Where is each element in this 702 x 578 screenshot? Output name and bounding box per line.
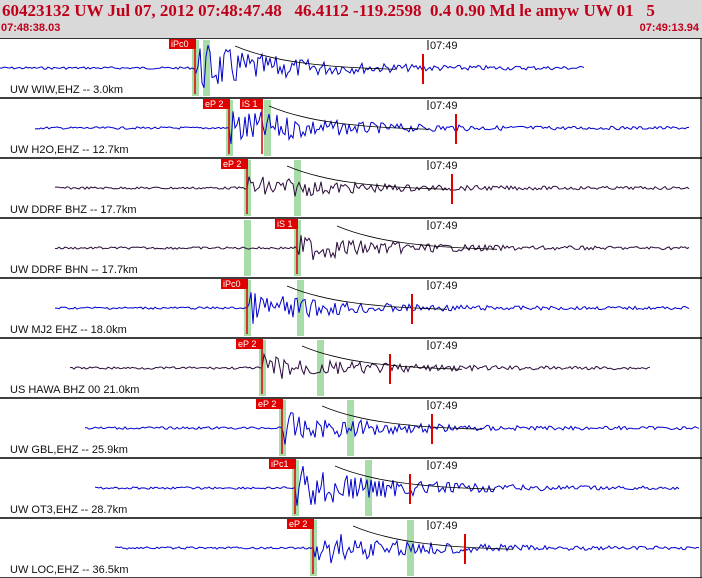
p-pick-tag[interactable]: [287, 519, 314, 529]
end-time: 07:49:13.94: [639, 22, 699, 34]
waveform: [85, 411, 700, 445]
event-title: 60423132 UW Jul 07, 2012 07:48:47.48 46.…: [2, 1, 655, 20]
minute-label: 07:49: [430, 40, 458, 52]
waveform: [55, 176, 690, 197]
waveform: [54, 235, 690, 261]
coda-curve: [336, 225, 498, 250]
p-pick-tag[interactable]: [203, 99, 230, 109]
coda-curve: [352, 525, 514, 550]
coda-curve: [301, 345, 463, 370]
pick-window: [365, 460, 372, 516]
waveform: [94, 465, 680, 506]
coda-curve: [321, 405, 483, 430]
seismogram-plot[interactable]: 07:49 iPc0 UW WIW,EHZ -- 3.0km 07:49 eP 2 iS …: [0, 38, 702, 578]
p-pick-label: eP 2: [223, 159, 241, 169]
trace-panel[interactable]: 07:49 eP 2 iS 1 UW H2O,EHZ -- 12.7km: [0, 99, 702, 159]
p-pick-tag[interactable]: [221, 279, 248, 289]
station-label: UW OT3,EHZ -- 28.7km: [10, 504, 127, 516]
minute-label: 07:49: [430, 460, 458, 472]
s-pick-label: iS 1: [242, 99, 258, 109]
station-label: UW MJ2 EHZ -- 18.0km: [10, 324, 127, 336]
trace-panel[interactable]: 07:49 iPc0 UW MJ2 EHZ -- 18.0km: [0, 279, 702, 339]
minute-label: 07:49: [430, 520, 458, 532]
p-pick-label: eP 2: [205, 99, 223, 109]
trace-panel[interactable]: 07:49 eP 2 UW GBL,EHZ -- 25.9km: [0, 399, 702, 459]
p-pick-label: eP 2: [238, 339, 256, 349]
coda-curve: [234, 45, 396, 70]
pick-window: [244, 220, 251, 276]
trace-panel[interactable]: 07:49 eP 2 UW LOC,EHZ -- 36.5km: [0, 519, 702, 578]
pick-window: [297, 280, 304, 336]
p-pick-label: eP 2: [289, 519, 307, 529]
p-pick-tag[interactable]: [169, 39, 196, 49]
minute-label: 07:49: [430, 220, 458, 232]
p-pick-label: iPc0: [171, 39, 189, 49]
coda-curve: [268, 105, 430, 130]
minute-label: 07:49: [430, 280, 458, 292]
station-label: UW GBL,EHZ -- 25.9km: [10, 444, 128, 456]
pick-window: [407, 520, 414, 576]
station-label: UW DDRF BHN -- 17.7km: [10, 264, 138, 276]
start-time: 07:48:38.03: [1, 22, 61, 34]
minute-label: 07:49: [430, 160, 458, 172]
waveform: [34, 111, 690, 144]
waveform: [114, 534, 700, 564]
p-pick-label: iPc1: [271, 459, 289, 469]
p-pick-tag[interactable]: [269, 459, 296, 469]
trace-panel[interactable]: 07:49 iPc1 UW OT3,EHZ -- 28.7km: [0, 459, 702, 519]
trace-panel[interactable]: 07:49 iS 1 UW DDRF BHN -- 17.7km: [0, 219, 702, 279]
coda-curve: [334, 465, 496, 490]
minute-label: 07:49: [430, 100, 458, 112]
p-pick-tag[interactable]: [236, 339, 263, 349]
pick-window: [294, 160, 301, 216]
p-pick-label: eP 2: [258, 399, 276, 409]
station-label: UW DDRF BHZ -- 17.7km: [10, 204, 137, 216]
waveform: [0, 45, 585, 88]
station-label: UW WIW,EHZ -- 3.0km: [10, 84, 123, 96]
station-label: UW LOC,EHZ -- 36.5km: [10, 564, 129, 576]
coda-curve: [286, 285, 448, 310]
p-pick-label: iPc0: [223, 279, 241, 289]
waveform: [55, 292, 690, 324]
trace-panel[interactable]: 07:49 eP 2 US HAWA BHZ 00 21.0km: [0, 339, 702, 399]
pick-window: [317, 340, 324, 396]
pick-window: [347, 400, 354, 456]
header-bar: 60423132 UW Jul 07, 2012 07:48:47.48 46.…: [0, 0, 702, 39]
trace-panel[interactable]: 07:49 eP 2 UW DDRF BHZ -- 17.7km: [0, 159, 702, 219]
pick-window: [203, 40, 210, 96]
waveform: [69, 352, 651, 379]
trace-panel[interactable]: 07:49 iPc0 UW WIW,EHZ -- 3.0km: [0, 39, 702, 99]
minute-label: 07:49: [430, 340, 458, 352]
s-pick-tag[interactable]: [240, 99, 263, 109]
station-label: US HAWA BHZ 00 21.0km: [10, 384, 139, 396]
coda-curve: [286, 165, 448, 190]
p-pick-tag[interactable]: [256, 399, 283, 409]
s-pick-label: iS 1: [277, 219, 293, 229]
minute-label: 07:49: [430, 400, 458, 412]
p-pick-tag[interactable]: [221, 159, 248, 169]
station-label: UW H2O,EHZ -- 12.7km: [10, 144, 129, 156]
s-pick-tag[interactable]: [275, 219, 298, 229]
pick-window: [264, 100, 271, 156]
